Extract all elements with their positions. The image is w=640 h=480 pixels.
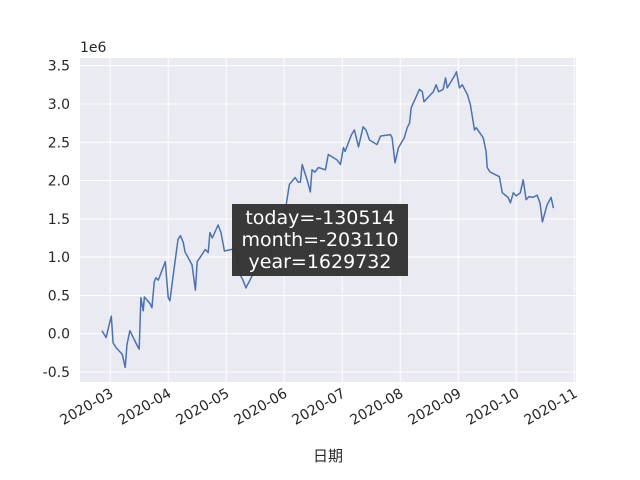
y-tick-label: 0.5 bbox=[48, 288, 70, 304]
y-tick-label: 2.5 bbox=[48, 135, 70, 151]
x-tick-label: 2020-06 bbox=[232, 386, 291, 429]
x-tick-label: 2020-10 bbox=[464, 386, 523, 429]
x-tick-label: 2020-03 bbox=[58, 386, 117, 429]
data-line bbox=[101, 71, 555, 369]
y-tick-label: -0.5 bbox=[43, 365, 70, 381]
annotation-line: today=-130514 bbox=[245, 207, 394, 229]
x-tick-label: 2020-11 bbox=[522, 386, 581, 429]
y-tick-label: 1.0 bbox=[48, 250, 70, 266]
y-tick-label: 1.5 bbox=[48, 212, 70, 228]
y-tick-label: 3.0 bbox=[48, 97, 70, 113]
x-axis-label: 日期 bbox=[313, 447, 343, 465]
x-tick-label: 2020-07 bbox=[290, 386, 349, 429]
annotation-line: month=-203110 bbox=[242, 229, 399, 251]
y-tick-label: 0.0 bbox=[48, 327, 70, 343]
annotation-box bbox=[232, 204, 408, 276]
x-tick-label: 2020-04 bbox=[116, 386, 175, 429]
x-tick-label: 2020-08 bbox=[348, 386, 407, 429]
x-tick-label: 2020-05 bbox=[174, 386, 233, 429]
y-tick-label: 3.5 bbox=[48, 59, 70, 75]
y-tick-label: 2.0 bbox=[48, 174, 70, 190]
x-tick-label: 2020-09 bbox=[406, 386, 465, 429]
offset-label: 1e6 bbox=[80, 40, 107, 56]
annotation-line: year=1629732 bbox=[249, 251, 392, 273]
marks bbox=[101, 71, 555, 369]
